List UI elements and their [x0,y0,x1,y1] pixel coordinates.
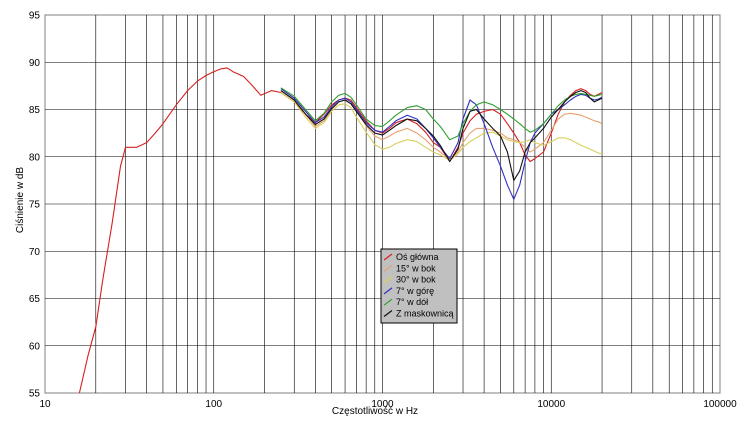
x-tick-label: 10000 [537,399,565,410]
legend-box [380,248,458,324]
y-tick-label: 60 [29,341,41,352]
y-tick-label: 65 [29,294,41,305]
legend-swatch [383,287,393,295]
x-tick-label: 100 [205,399,222,410]
y-tick-label: 95 [29,11,41,22]
legend-swatch [383,264,393,272]
x-tick-label: 100000 [703,399,737,410]
legend-label: 7° w górę [396,286,434,296]
series-line-3 [280,92,603,162]
series-lines [78,67,603,394]
x-axis-title: Częstotliwość w Hz [332,406,418,417]
y-tick-label: 75 [29,200,41,211]
x-tick-label: 10 [39,399,51,410]
series-line-1 [78,67,603,394]
y-tick-label: 55 [29,389,41,400]
legend-label: 7° w dół [396,297,428,307]
series-line-5 [280,87,603,141]
legend-swatch [383,276,393,284]
legend-swatch [383,253,393,261]
legend-label: 30° w bok [396,275,436,285]
y-tick-label: 85 [29,105,41,116]
y-tick-label: 70 [29,247,41,258]
y-axis-title: Ciśnienie w dB [15,167,26,233]
legend-label: 15° w bok [396,263,436,273]
series-line-6 [280,90,603,181]
legend-swatch [383,310,393,317]
legend-label: Z maskownicą [396,309,454,319]
legend-label: Oś główna [396,252,439,262]
series-line-4 [280,88,603,200]
x-tick-labels: 10 100 1000 10000 100000 [39,399,737,410]
y-tick-labels: 55 60 65 70 75 80 85 90 95 [29,11,41,400]
x-tick-label: 1000 [371,399,394,410]
y-tick-label: 80 [29,152,41,163]
legend-swatch [383,298,393,306]
y-tick-label: 90 [29,58,41,69]
